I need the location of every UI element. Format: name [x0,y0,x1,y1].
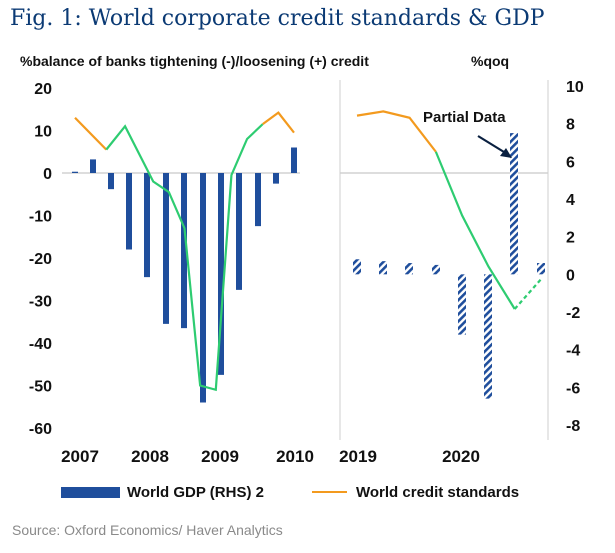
left-tick-label: -40 [29,336,52,353]
partial-data-annotation: Partial Data [423,109,506,126]
x-tick-label: 2020 [442,447,480,466]
gdp-bar [200,173,206,403]
gdp-bar [458,274,466,335]
gdp-bar [108,173,114,190]
x-tick-label: 2008 [131,447,169,466]
right-tick-label: 6 [566,154,575,171]
right-tick-label: -2 [566,305,580,322]
gdp-bar [163,173,169,324]
left-tick-label: -20 [29,251,52,268]
gdp-bar [291,147,297,173]
gdp-bar [90,159,96,173]
right-tick-label: 8 [566,117,575,134]
legend-bar-swatch [61,487,120,498]
source-note: Source: Oxford Economics/ Haver Analytic… [12,522,283,538]
annotation-arrowhead [500,148,512,158]
gdp-bar-partial [537,263,545,275]
left-axis-label: %balance of banks tightening (-)/looseni… [20,53,369,69]
left-tick-label: 0 [43,166,52,183]
gdp-bar [255,173,261,227]
left-tick-label: -30 [29,294,52,311]
right-tick-label: -6 [566,380,580,397]
gdp-bar [218,173,224,375]
gdp-bar [273,173,279,184]
chart-title: Fig. 1: World corporate credit standards… [10,6,545,31]
right-tick-label: 4 [566,192,575,209]
credit-standards-line [74,116,108,151]
annotation-arrow [477,135,505,153]
credit-standards-line-green [105,123,264,392]
gdp-bar [379,261,387,275]
gdp-bar [144,173,150,278]
credit-standards-line [356,110,437,153]
x-tick-label: 2007 [61,447,99,466]
credit-standards-line-partial [513,278,542,310]
x-tick-label: 2010 [276,447,314,466]
credit-standards-line [262,111,295,134]
left-tick-label: 10 [34,124,52,141]
gdp-bar [432,264,440,275]
gdp-bar-partial [510,133,518,275]
left-tick-label: -10 [29,209,52,226]
left-tick-label: -50 [29,379,52,396]
gdp-bar [181,173,187,329]
gdp-bar [72,171,78,173]
gdp-bar [353,259,361,275]
x-tick-label: 2009 [201,447,239,466]
gdp-bar [484,274,492,399]
right-tick-label: 2 [566,230,575,247]
x-tick-label: 2019 [339,447,377,466]
right-tick-label: -4 [566,343,580,360]
legend-line-label: World credit standards [356,484,519,501]
right-axis-label: %qoq [471,53,509,69]
right-tick-label: 0 [566,267,575,284]
gdp-bar [405,263,413,275]
left-tick-label: -60 [29,421,52,438]
right-tick-label: 10 [566,79,584,96]
gdp-bar [236,173,242,290]
gdp-bar [126,173,132,250]
left-tick-label: 20 [34,81,52,98]
legend-bar-label: World GDP (RHS) 2 [127,484,264,501]
right-tick-label: -8 [566,418,580,435]
credit-standards-line-green [434,151,516,310]
